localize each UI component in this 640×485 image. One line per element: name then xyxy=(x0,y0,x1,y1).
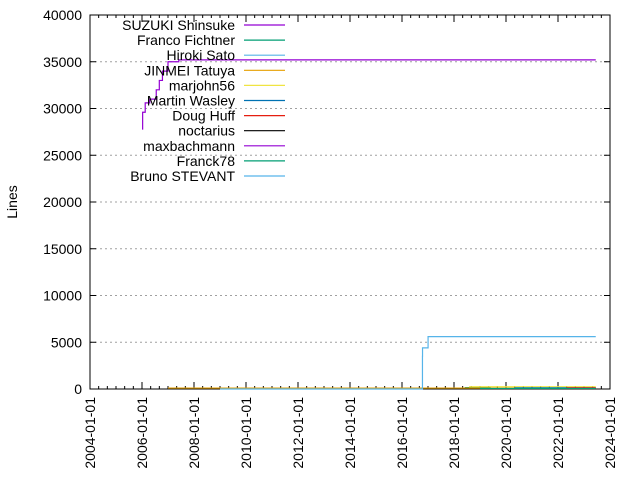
legend-label: marjohn56 xyxy=(169,77,235,93)
x-tick-label: 2012-01-01 xyxy=(290,397,306,469)
x-tick-label: 2016-01-01 xyxy=(394,397,410,469)
x-tick-label: 2008-01-01 xyxy=(186,397,202,469)
legend-label: Martin Wasley xyxy=(147,93,235,109)
y-tick-label: 5000 xyxy=(51,334,82,350)
x-tick-label: 2018-01-01 xyxy=(446,397,462,469)
legend-label: Bruno STEVANT xyxy=(130,168,235,184)
legend-label: JINMEI Tatuya xyxy=(144,62,235,78)
x-tick-label: 2024-01-01 xyxy=(602,397,618,469)
legend-label: Franck78 xyxy=(177,153,236,169)
legend-label: Hiroki Sato xyxy=(167,47,236,63)
y-axis-label: Lines xyxy=(4,185,20,218)
y-tick-label: 30000 xyxy=(43,101,82,117)
x-tick-label: 2022-01-01 xyxy=(550,397,566,469)
series-lines xyxy=(142,59,596,390)
y-tick-label: 10000 xyxy=(43,288,82,304)
legend-label: Franco Fichtner xyxy=(137,32,235,48)
x-tick-label: 2006-01-01 xyxy=(134,397,150,469)
y-tick-label: 40000 xyxy=(43,7,82,23)
x-tick-label: 2010-01-01 xyxy=(238,397,254,469)
legend-label: SUZUKI Shinsuke xyxy=(122,17,235,33)
axes: 0 5000 10000 15000 20000 25000 30000 35000 40000… xyxy=(43,7,618,469)
legend-label: Doug Huff xyxy=(172,108,235,124)
series-line-bruno-stevant xyxy=(220,336,596,390)
legend-label: maxbachmann xyxy=(143,138,235,154)
y-tick-label: 0 xyxy=(74,381,82,397)
x-tick-label: 2014-01-01 xyxy=(342,397,358,469)
series-line-suzuki-shinsuke xyxy=(142,59,596,130)
y-tick-label: 20000 xyxy=(43,194,82,210)
y-tick-label: 15000 xyxy=(43,241,82,257)
y-tick-label: 35000 xyxy=(43,54,82,70)
x-tick-label: 2004-01-01 xyxy=(82,397,98,469)
legend-label: noctarius xyxy=(178,123,235,139)
x-tick-label: 2020-01-01 xyxy=(498,397,514,469)
y-tick-label: 25000 xyxy=(43,147,82,163)
